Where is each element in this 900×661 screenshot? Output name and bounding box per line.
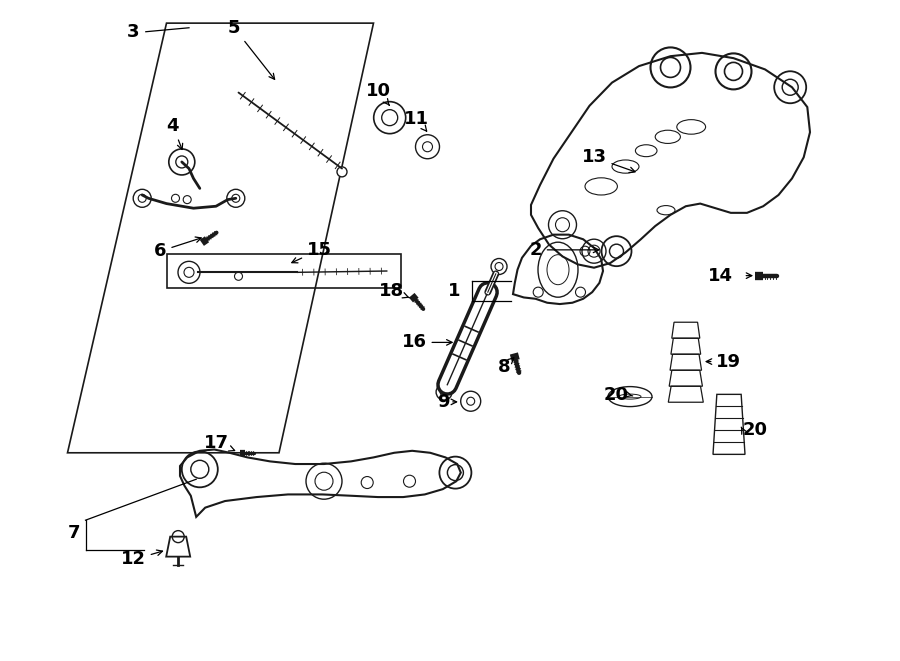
- Text: 2: 2: [529, 241, 598, 259]
- Text: 13: 13: [581, 148, 635, 173]
- Text: 17: 17: [203, 434, 235, 452]
- Circle shape: [337, 167, 347, 177]
- Text: 8: 8: [498, 358, 514, 376]
- Text: 6: 6: [154, 237, 202, 260]
- Text: 15: 15: [292, 241, 332, 263]
- Text: 20: 20: [603, 386, 628, 405]
- Text: 20: 20: [742, 420, 768, 439]
- Text: 7: 7: [68, 524, 80, 543]
- Text: 12: 12: [121, 549, 146, 568]
- Text: 19: 19: [716, 352, 741, 371]
- Text: 3: 3: [127, 22, 140, 41]
- Text: 4: 4: [166, 116, 183, 149]
- Text: 1: 1: [448, 282, 461, 300]
- Text: 5: 5: [228, 19, 274, 79]
- Text: 16: 16: [401, 333, 452, 352]
- Text: 18: 18: [379, 282, 410, 300]
- Text: 9: 9: [437, 393, 450, 411]
- Text: 14: 14: [707, 266, 733, 285]
- Text: 11: 11: [404, 110, 429, 132]
- Text: 10: 10: [365, 82, 391, 105]
